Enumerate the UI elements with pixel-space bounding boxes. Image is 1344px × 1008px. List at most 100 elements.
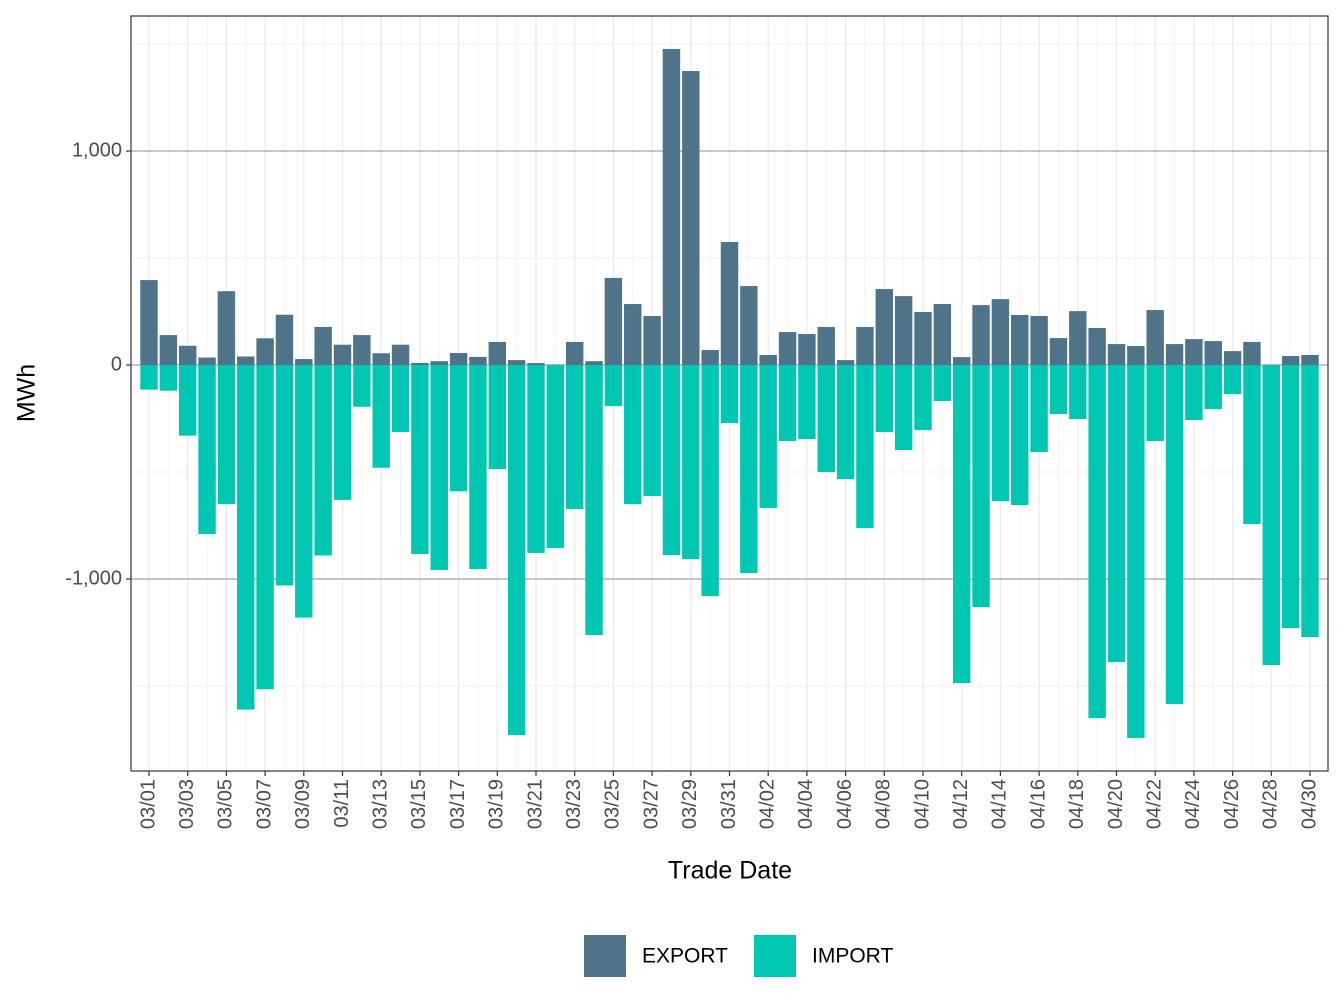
bar — [856, 365, 874, 529]
bar — [1088, 328, 1106, 366]
bar — [140, 280, 158, 366]
x-tick-label: 04/24 — [1182, 779, 1204, 829]
legend-swatch — [584, 935, 626, 977]
bar — [604, 365, 623, 407]
bar — [1223, 351, 1242, 366]
x-tick-label: 03/31 — [718, 779, 740, 829]
bar — [1049, 338, 1068, 366]
bar — [933, 365, 952, 401]
bar — [314, 326, 332, 366]
bar — [1107, 344, 1126, 366]
bar — [178, 365, 197, 436]
bar — [295, 365, 313, 618]
bar — [140, 365, 158, 390]
panel-border — [130, 15, 1329, 772]
bar — [488, 341, 507, 366]
bar — [1049, 365, 1068, 415]
x-tick-label: 04/22 — [1143, 779, 1165, 829]
bar — [952, 357, 971, 366]
bar — [565, 365, 584, 510]
bar — [759, 354, 777, 366]
bar — [1281, 365, 1300, 629]
bar — [1223, 365, 1242, 395]
x-tick-label: 04/26 — [1221, 779, 1243, 829]
bar — [798, 334, 816, 366]
bar — [1243, 365, 1261, 525]
bar — [817, 326, 835, 366]
x-tick-label: 03/23 — [563, 779, 585, 829]
x-tick-label: 04/20 — [1105, 779, 1127, 829]
bar — [178, 345, 197, 366]
bar — [1127, 345, 1145, 366]
bar — [720, 365, 739, 424]
bar — [740, 286, 758, 366]
x-tick-label: 04/02 — [756, 779, 778, 829]
bar — [1262, 365, 1281, 666]
x-tick-label: 03/25 — [602, 779, 624, 829]
bar — [817, 365, 835, 473]
bar — [275, 365, 294, 586]
bar — [1301, 354, 1319, 366]
bar — [1088, 365, 1106, 719]
bar — [991, 299, 1010, 366]
bar — [237, 365, 255, 710]
bar — [585, 361, 603, 366]
bar — [488, 365, 507, 470]
bar — [1204, 341, 1222, 366]
y-axis-title: MWh — [13, 364, 41, 422]
bar — [914, 311, 932, 366]
x-tick-label: 04/18 — [1066, 779, 1088, 829]
bar — [507, 365, 526, 736]
bar — [798, 365, 816, 440]
bar — [1146, 310, 1164, 366]
bar — [972, 365, 990, 608]
x-tick-label: 03/17 — [447, 779, 469, 829]
bar — [1165, 365, 1184, 705]
bar — [295, 359, 313, 366]
bar — [972, 305, 990, 366]
bar — [159, 365, 178, 391]
y-tick-label: -1,000 — [65, 567, 122, 589]
bar — [662, 365, 681, 556]
bar — [643, 316, 661, 366]
x-tick-label: 03/11 — [331, 779, 353, 828]
bar — [740, 365, 758, 574]
bar — [449, 353, 468, 366]
x-axis-title: Trade Date — [668, 857, 792, 885]
bar — [759, 365, 777, 508]
bar — [875, 289, 894, 366]
bar — [1011, 365, 1029, 505]
bar — [662, 48, 681, 366]
bar — [217, 291, 236, 366]
bar — [198, 365, 216, 535]
legend-label: EXPORT — [642, 945, 728, 968]
bar — [333, 344, 352, 366]
bar — [275, 314, 294, 366]
x-tick-label: 04/14 — [989, 779, 1011, 829]
bar — [527, 363, 545, 366]
bar — [682, 70, 700, 366]
x-tick-label: 04/10 — [911, 779, 933, 829]
x-tick-label: 03/01 — [137, 779, 159, 829]
bar — [430, 365, 448, 571]
x-tick-label: 03/05 — [215, 779, 237, 829]
bar — [1204, 365, 1222, 410]
bar — [1301, 365, 1319, 638]
bar — [1185, 365, 1203, 421]
bar — [256, 365, 274, 690]
bar — [159, 335, 178, 366]
bar — [527, 365, 545, 553]
bar — [701, 365, 719, 597]
x-tick-label: 04/12 — [950, 779, 972, 829]
bar — [894, 296, 913, 366]
bar — [237, 356, 255, 366]
x-tick-label: 03/27 — [640, 779, 662, 829]
bar — [836, 365, 855, 480]
bar — [1030, 316, 1048, 366]
bar — [604, 277, 623, 366]
bar — [469, 365, 487, 569]
x-tick-label: 03/15 — [408, 779, 430, 829]
x-tick-label: 03/13 — [369, 779, 391, 829]
x-tick-label: 03/09 — [292, 779, 314, 829]
